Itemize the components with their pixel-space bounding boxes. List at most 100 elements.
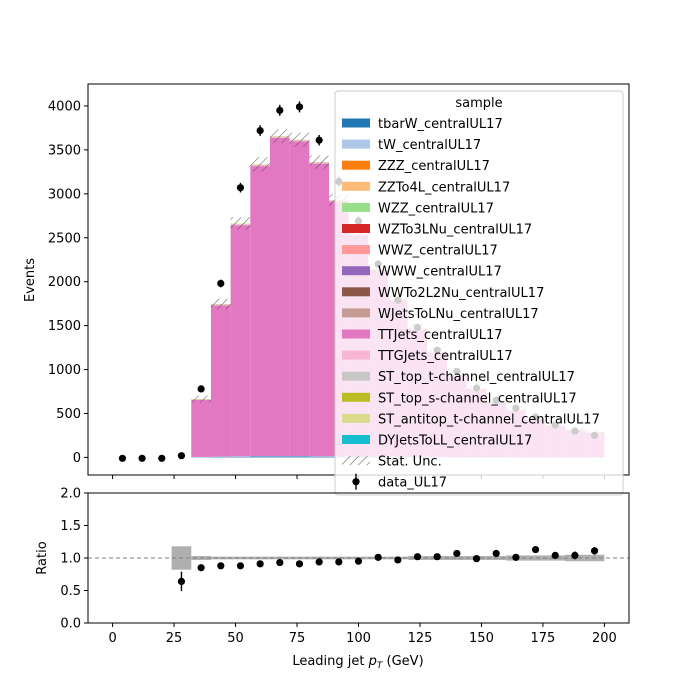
main-y-axis-label: Events bbox=[23, 258, 38, 302]
data-point bbox=[158, 454, 166, 462]
legend-swatch bbox=[342, 245, 370, 255]
ratio-y-tick-label: 0.5 bbox=[60, 584, 81, 599]
legend-label: ZZTo4L_centralUL17 bbox=[378, 180, 510, 195]
legend-swatch bbox=[342, 287, 370, 297]
ratio-y-tick-label: 2.0 bbox=[60, 487, 81, 502]
bar-segment bbox=[269, 456, 290, 458]
legend-swatch bbox=[342, 202, 370, 212]
stat-unc-box bbox=[289, 132, 310, 147]
legend-label: ZZZ_centralUL17 bbox=[378, 159, 490, 174]
legend-box bbox=[334, 90, 624, 496]
legend-swatch bbox=[342, 350, 370, 360]
ratio-point bbox=[197, 564, 205, 572]
legend-label: tW_centralUL17 bbox=[378, 138, 481, 153]
ratio-point bbox=[394, 556, 402, 564]
legend-label: Stat. Unc. bbox=[378, 455, 442, 470]
bar-segment bbox=[230, 456, 251, 458]
bar-segment bbox=[309, 163, 329, 457]
ratio-x-tick-label: 125 bbox=[408, 631, 433, 646]
bar-segment bbox=[250, 166, 270, 457]
ratio-panel: 0.0 0.5 1.0 1.5 2.0 0 25 50 75 100 125 150 175 200 R… bbox=[35, 487, 630, 671]
legend-label: WWTo2L2Nu_centralUL17 bbox=[378, 286, 544, 301]
y-tick-label: 3000 bbox=[48, 187, 81, 202]
bar-segment bbox=[289, 456, 310, 458]
data-point bbox=[295, 103, 304, 111]
ratio-point bbox=[492, 549, 500, 558]
data-point bbox=[197, 385, 205, 393]
ratio-x-tick-label: 150 bbox=[469, 631, 494, 646]
bar-segment bbox=[289, 141, 310, 457]
legend-swatch bbox=[342, 413, 370, 423]
ratio-point bbox=[315, 558, 323, 566]
stat-unc-box bbox=[210, 298, 231, 310]
ratio-point bbox=[551, 551, 559, 560]
legend-label: WZTo3LNu_centralUL17 bbox=[378, 223, 532, 238]
stat-unc-box bbox=[309, 155, 329, 169]
y-tick-label: 500 bbox=[56, 407, 81, 422]
ratio-point bbox=[472, 555, 481, 563]
y-tick-label: 3500 bbox=[48, 143, 81, 158]
ratio-point bbox=[295, 560, 304, 568]
legend-swatch bbox=[342, 329, 370, 339]
legend-label: WWW_centralUL17 bbox=[378, 265, 502, 280]
data-point bbox=[276, 106, 284, 114]
y-tick-label: 2000 bbox=[48, 275, 81, 290]
ratio-y-ticks: 0.0 0.5 1.0 1.5 2.0 bbox=[60, 487, 88, 632]
ratio-point bbox=[256, 560, 264, 568]
legend-label: WZZ_centralUL17 bbox=[378, 201, 494, 216]
ratio-x-ticks: 0 25 50 75 100 125 150 175 200 bbox=[108, 623, 617, 646]
legend-swatch bbox=[342, 139, 370, 149]
legend-swatch bbox=[342, 118, 370, 128]
data-point bbox=[315, 136, 323, 144]
y-tick-label: 1000 bbox=[48, 363, 81, 378]
bar-segment bbox=[309, 456, 329, 458]
main-y-ticks: 0 500 1000 1500 2000 2500 3000 3500 4000 bbox=[48, 99, 88, 466]
ratio-point bbox=[453, 549, 461, 558]
bar-segment bbox=[250, 456, 270, 457]
stat-unc-box bbox=[230, 217, 251, 230]
data-point bbox=[236, 184, 245, 192]
ratio-point bbox=[335, 558, 343, 566]
legend-swatch bbox=[342, 456, 370, 466]
ratio-x-tick-label: 100 bbox=[346, 631, 371, 646]
legend-title: sample bbox=[455, 96, 502, 111]
legend-label: TTGJets_centralUL17 bbox=[377, 349, 513, 364]
data-point bbox=[256, 126, 264, 135]
legend-label: WJetsToLNu_centralUL17 bbox=[378, 307, 539, 322]
legend-label: TTJets_centralUL17 bbox=[377, 328, 503, 343]
legend-swatch bbox=[342, 435, 370, 444]
bar-segment bbox=[210, 305, 231, 457]
bar-segment bbox=[230, 225, 251, 457]
ratio-x-tick-label: 200 bbox=[592, 631, 617, 646]
ratio-y-tick-label: 0.0 bbox=[60, 617, 81, 632]
bar-segment bbox=[309, 456, 329, 457]
data-point bbox=[138, 454, 146, 462]
ratio-point bbox=[374, 553, 382, 561]
bar-segment bbox=[269, 456, 290, 457]
ratio-point bbox=[177, 577, 186, 586]
y-tick-label: 4000 bbox=[48, 99, 81, 114]
x-axis-label: Leading jet pT (GeV) bbox=[292, 654, 423, 671]
ratio-point bbox=[571, 551, 579, 560]
legend-swatch bbox=[342, 371, 370, 381]
ratio-point bbox=[512, 553, 520, 561]
legend-marker bbox=[352, 478, 360, 486]
ratio-point bbox=[590, 547, 599, 555]
data-point bbox=[217, 279, 225, 288]
ratio-x-tick-label: 0 bbox=[108, 631, 116, 646]
ratio-band-box bbox=[210, 556, 231, 560]
legend: sample tbarW_centralUL17 tW_centralUL17 ZZZ… bbox=[334, 90, 624, 496]
ratio-point bbox=[236, 562, 245, 570]
ratio-points bbox=[177, 545, 599, 592]
legend-swatch bbox=[342, 392, 370, 402]
legend-label: DYJetsToLL_centralUL17 bbox=[378, 434, 532, 449]
y-tick-label: 1500 bbox=[48, 319, 81, 334]
legend-label: ST_top_t-channel_centralUL17 bbox=[378, 370, 575, 385]
bar-segment bbox=[191, 399, 211, 457]
ratio-band-box bbox=[250, 556, 270, 560]
bar-segment bbox=[289, 456, 310, 457]
stat-unc-box bbox=[191, 395, 211, 403]
bar-segment bbox=[250, 456, 270, 458]
bar-segment bbox=[269, 137, 290, 457]
